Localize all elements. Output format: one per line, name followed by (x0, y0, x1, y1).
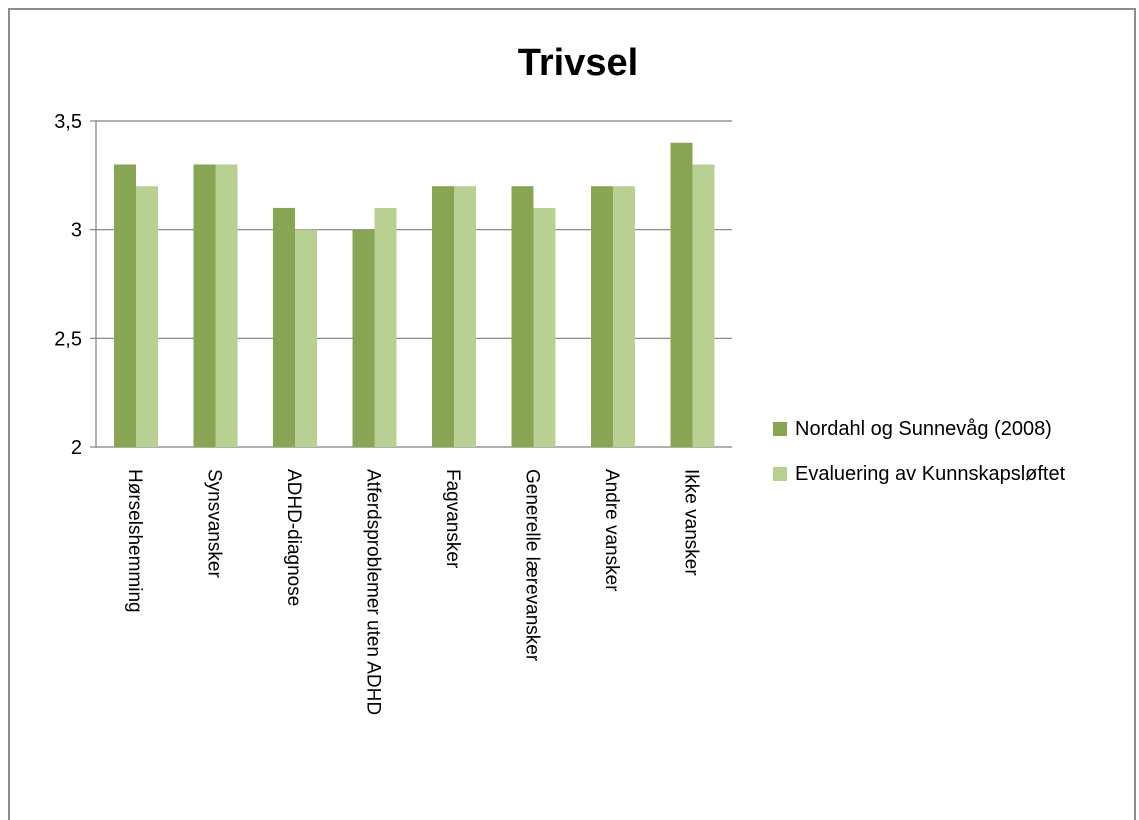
bar-series1 (432, 186, 454, 447)
y-tick-label: 3,5 (54, 111, 82, 133)
legend-label: Evaluering av Kunnskapsløftet (795, 463, 1066, 485)
bar-series2 (374, 207, 397, 447)
legend-label: Nordahl og Sunnevåg (2008) (795, 418, 1052, 440)
chart-title: Trivsel (518, 42, 638, 84)
bar-series1 (511, 186, 534, 447)
bar-series1 (273, 207, 295, 447)
bar-series1 (352, 229, 375, 447)
bar-series2 (295, 229, 317, 447)
category-label: Ikke vansker (681, 469, 702, 576)
legend-swatch (773, 422, 787, 436)
y-tick-label: 2,5 (54, 328, 82, 350)
bar-series2 (533, 207, 556, 447)
category-label: Andre vansker (601, 469, 622, 592)
gridlines (90, 120, 732, 448)
bar-series1 (114, 164, 136, 447)
category-label: Hørselshemming (124, 469, 145, 613)
category-label: ADHD-diagnose (283, 469, 304, 606)
bar-series2 (692, 164, 715, 447)
category-label: Synsvansker (204, 469, 225, 578)
category-label: Atferdsproblemer uten ADHD (363, 469, 384, 715)
bars (114, 142, 715, 447)
bar-series2 (454, 186, 476, 447)
y-tick-label: 2 (71, 437, 82, 459)
legend: Nordahl og Sunnevåg (2008) Evaluering av … (773, 418, 1066, 485)
y-tick-label: 3 (71, 220, 82, 242)
bar-series1 (591, 186, 613, 447)
category-label: Fagvansker (442, 469, 463, 569)
bar-series1 (670, 142, 693, 447)
bar-series2 (613, 186, 635, 447)
x-axis-categories: Hørselshemming Synsvansker ADHD-diagnose At… (124, 469, 702, 715)
category-label: Generelle lærevansker (522, 469, 543, 662)
bar-series2 (136, 186, 158, 447)
legend-swatch (773, 467, 787, 481)
bar-series2 (215, 164, 238, 447)
bar-series1 (193, 164, 216, 447)
y-axis-ticks: 2 2,5 3 3,5 (54, 111, 82, 459)
